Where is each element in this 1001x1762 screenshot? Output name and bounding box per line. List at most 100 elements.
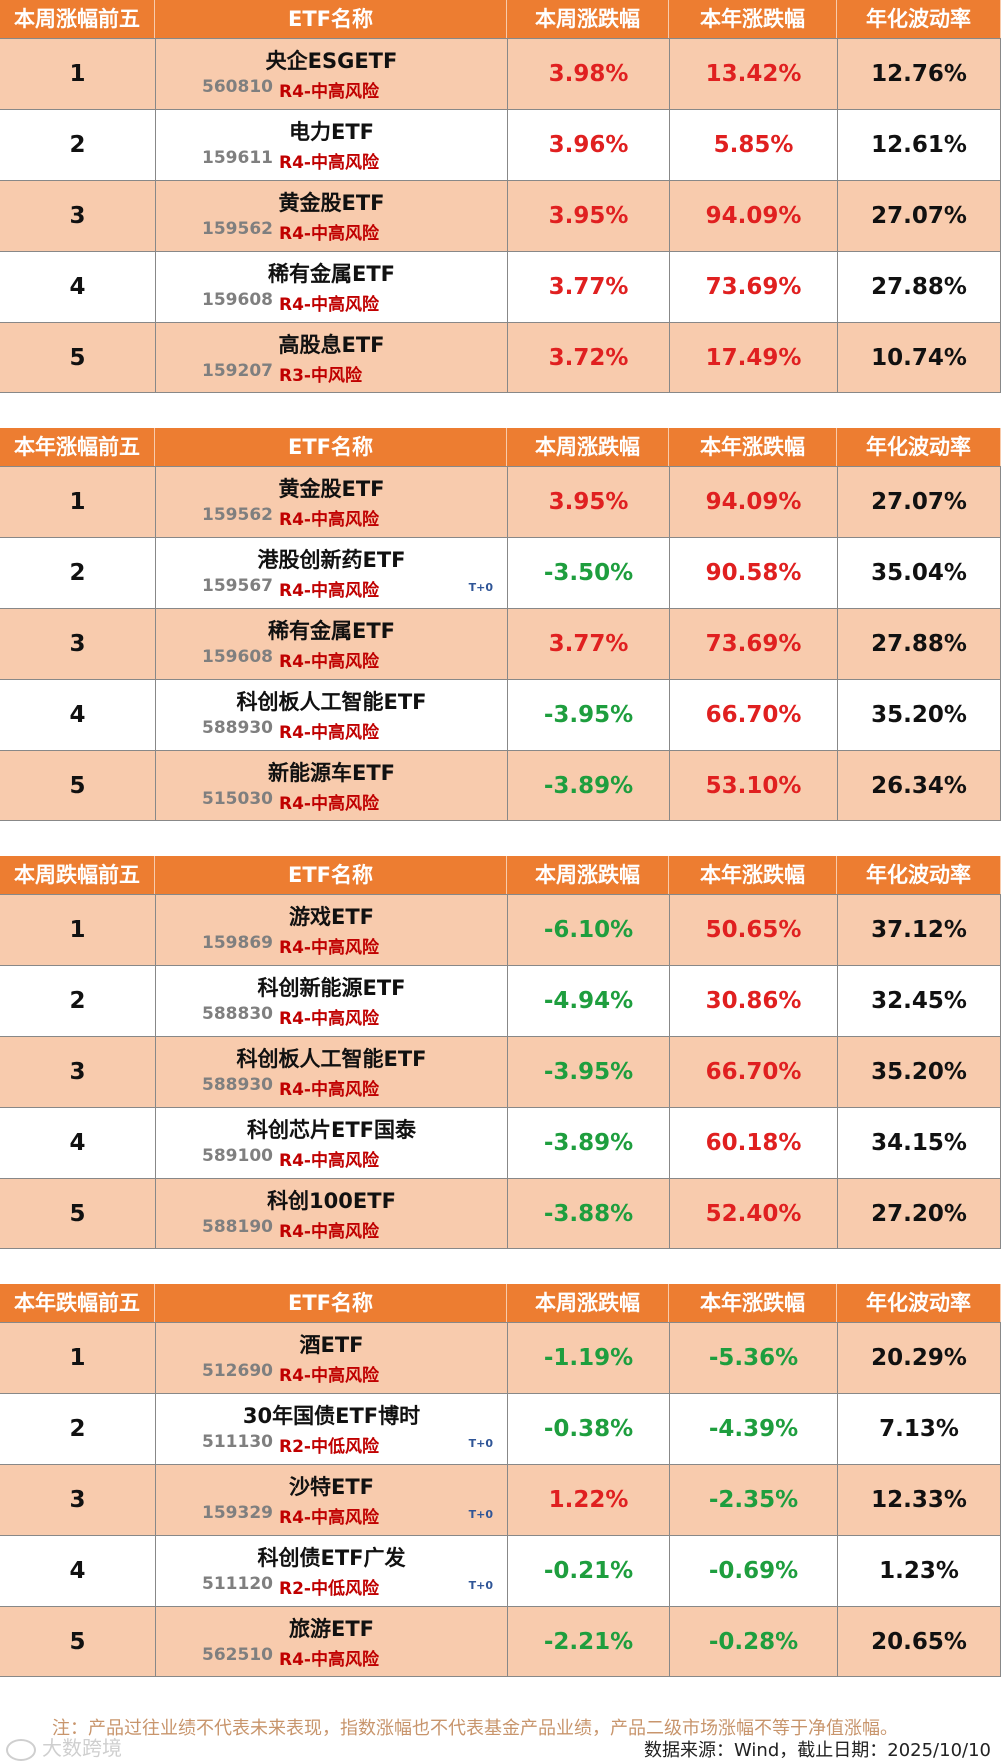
table-row: 4 科创芯片ETF国泰 589100 R4-中高风险 -3.89% 60.18% 34.15… [0,1107,1001,1178]
etf-code: 159562 [202,505,273,525]
table-row: 2 电力ETF 159611 R4-中高风险 3.96% 5.85% 12.61% [0,109,1001,180]
rank-cell: 3 [69,1487,86,1513]
risk-level: R4-中高风险 [279,938,379,958]
t0-badge: T+0 [468,1579,493,1592]
table-header: 本周跌幅前五 ETF名称 本周涨跌幅 本年涨跌幅 年化波动率 [0,856,1001,894]
table-title: 本年跌幅前五 [0,1284,155,1322]
column-header: ETF名称 [155,856,507,894]
etf-name: 旅游ETF [288,1617,374,1641]
ranking-table: 本周跌幅前五 ETF名称 本周涨跌幅 本年涨跌幅 年化波动率 1 游戏ETF 159869 R4… [0,856,1001,1249]
table-row: 4 稀有金属ETF 159608 R4-中高风险 3.77% 73.69% 27.88% [0,251,1001,322]
weekly-change: 1.22% [507,1465,669,1535]
risk-level: R4-中高风险 [279,652,379,672]
rank-cell: 1 [69,1345,86,1371]
etf-name-cell: 高股息ETF 159207 R3-中风险 [155,323,507,393]
annualized-volatility: 35.20% [837,680,1001,750]
annualized-volatility: 27.88% [837,252,1001,322]
weekly-change: 3.96% [507,110,669,180]
etf-name-cell: 科创芯片ETF国泰 589100 R4-中高风险 [155,1108,507,1178]
column-header: ETF名称 [155,428,507,466]
annualized-volatility: 37.12% [837,895,1001,965]
column-header: 本周涨跌幅 [507,1284,669,1322]
etf-name: 科创板人工智能ETF [236,690,427,714]
etf-name-cell: 科创板人工智能ETF 588930 R4-中高风险 [155,680,507,750]
etf-name-cell: 稀有金属ETF 159608 R4-中高风险 [155,252,507,322]
etf-name: 高股息ETF [278,333,385,357]
table-title: 本周跌幅前五 [0,856,155,894]
etf-code: 159611 [202,148,273,168]
ytd-change: 60.18% [669,1108,837,1178]
etf-name-cell: 酒ETF 512690 R4-中高风险 [155,1323,507,1393]
etf-name: 科创债ETF广发 [257,1546,406,1570]
annualized-volatility: 12.76% [837,39,1001,109]
risk-level: R4-中高风险 [279,1009,379,1029]
etf-name-cell: 央企ESGETF 560810 R4-中高风险 [155,39,507,109]
etf-name-cell: 旅游ETF 562510 R4-中高风险 [155,1607,507,1677]
column-header: 本周涨跌幅 [507,856,669,894]
risk-level: R4-中高风险 [279,1151,379,1171]
risk-level: R4-中高风险 [279,295,379,315]
weekly-change: -2.21% [507,1607,669,1677]
table-header: 本周涨幅前五 ETF名称 本周涨跌幅 本年涨跌幅 年化波动率 [0,0,1001,38]
ytd-change: -0.69% [669,1536,837,1606]
risk-level: R4-中高风险 [279,1508,379,1528]
annualized-volatility: 12.61% [837,110,1001,180]
ranking-table: 本年跌幅前五 ETF名称 本周涨跌幅 本年涨跌幅 年化波动率 1 酒ETF 512690 R4-… [0,1284,1001,1677]
etf-code: 589100 [202,1146,273,1166]
column-header: 本周涨跌幅 [507,428,669,466]
etf-code: 159567 [202,576,273,596]
column-header: 年化波动率 [837,856,1001,894]
rank-cell: 2 [69,988,86,1014]
ytd-change: 13.42% [669,39,837,109]
etf-code: 159869 [202,933,273,953]
risk-level: R4-中高风险 [279,510,379,530]
weekly-change: 3.72% [507,323,669,393]
annualized-volatility: 27.07% [837,181,1001,251]
table-title: 本年涨幅前五 [0,428,155,466]
ytd-change: 90.58% [669,538,837,608]
ytd-change: 52.40% [669,1179,837,1249]
risk-level: R4-中高风险 [279,1650,379,1670]
table-row: 1 游戏ETF 159869 R4-中高风险 -6.10% 50.65% 37.12% [0,894,1001,965]
column-header: 本年涨跌幅 [669,428,837,466]
weekly-change: -3.50% [507,538,669,608]
ranking-table: 本年涨幅前五 ETF名称 本周涨跌幅 本年涨跌幅 年化波动率 1 黄金股ETF 159562 R… [0,428,1001,821]
column-header: 年化波动率 [837,428,1001,466]
ytd-change: 73.69% [669,609,837,679]
annualized-volatility: 20.65% [837,1607,1001,1677]
etf-name-cell: 科创100ETF 588190 R4-中高风险 [155,1179,507,1249]
etf-name: 新能源车ETF [267,761,395,785]
table-row: 5 科创100ETF 588190 R4-中高风险 -3.88% 52.40% 27.20% [0,1178,1001,1249]
risk-level: R3-中风险 [279,366,362,386]
weekly-change: 3.95% [507,181,669,251]
table-row: 2 30年国债ETF博时 511130 R2-中低风险 T+0 -0.38% -4.39% 7… [0,1393,1001,1464]
watermark-text: 大数跨境 [42,1736,122,1760]
weekly-change: -3.89% [507,1108,669,1178]
column-header: 年化波动率 [837,0,1001,38]
weekly-change: -3.88% [507,1179,669,1249]
column-header: 本周涨跌幅 [507,0,669,38]
etf-code: 560810 [202,77,273,97]
etf-name-cell: 稀有金属ETF 159608 R4-中高风险 [155,609,507,679]
ytd-change: 66.70% [669,1037,837,1107]
annualized-volatility: 35.20% [837,1037,1001,1107]
ytd-change: -2.35% [669,1465,837,1535]
etf-name-cell: 新能源车ETF 515030 R4-中高风险 [155,751,507,821]
table-row: 3 沙特ETF 159329 R4-中高风险 T+0 1.22% -2.35% 12.33% [0,1464,1001,1535]
risk-level: R4-中高风险 [279,723,379,743]
ytd-change: 5.85% [669,110,837,180]
etf-name: 稀有金属ETF [267,619,395,643]
weekly-change: -3.95% [507,680,669,750]
column-header: 本年涨跌幅 [669,856,837,894]
etf-name-cell: 沙特ETF 159329 R4-中高风险 T+0 [155,1465,507,1535]
annualized-volatility: 34.15% [837,1108,1001,1178]
risk-level: R4-中高风险 [279,82,379,102]
risk-level: R4-中高风险 [279,1222,379,1242]
table-row: 3 稀有金属ETF 159608 R4-中高风险 3.77% 73.69% 27.88% [0,608,1001,679]
etf-name-cell: 港股创新药ETF 159567 R4-中高风险 T+0 [155,538,507,608]
etf-code: 588930 [202,718,273,738]
etf-name: 科创芯片ETF国泰 [246,1118,416,1142]
etf-name-cell: 30年国债ETF博时 511130 R2-中低风险 T+0 [155,1394,507,1464]
risk-level: R4-中高风险 [279,1366,379,1386]
table-row: 3 科创板人工智能ETF 588930 R4-中高风险 -3.95% 66.70% 35.2… [0,1036,1001,1107]
